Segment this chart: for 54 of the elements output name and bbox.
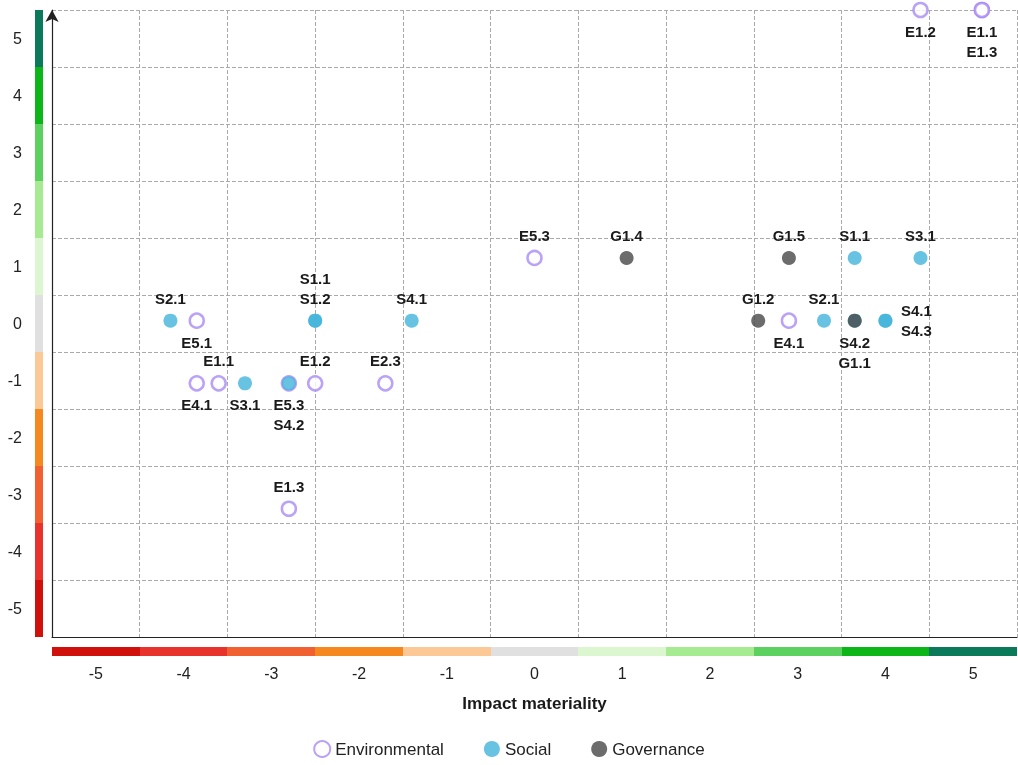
- legend-label: Environmental: [335, 739, 444, 759]
- data-label: S1.2: [299, 289, 331, 307]
- data-label: E4.1: [773, 333, 805, 351]
- x-tick-label: -5: [88, 664, 104, 682]
- y-tick-label: -3: [7, 486, 23, 503]
- data-label: S1.1: [299, 269, 331, 287]
- x-axis-title: Impact materiality: [462, 694, 608, 713]
- y-tick-label: -5: [7, 600, 23, 617]
- data-label: S2.1: [155, 289, 186, 307]
- data-label: S1.1: [839, 226, 871, 244]
- data-label: E1.1: [966, 23, 998, 40]
- y-tick-label: -1: [7, 372, 23, 389]
- data-label: G1.4: [610, 226, 644, 244]
- data-label: E1.3: [966, 43, 998, 60]
- x-tick-label: -3: [264, 664, 279, 682]
- data-label: G1.1: [838, 353, 871, 371]
- data-label: E5.3: [519, 226, 550, 244]
- y-tick-label: 4: [13, 87, 23, 104]
- data-label: E1.2: [905, 23, 936, 40]
- x-tick-label: 4: [880, 664, 890, 682]
- y-tick-label: -2: [7, 429, 23, 446]
- data-label: E1.2: [299, 352, 331, 370]
- data-label: E5.3: [273, 396, 305, 414]
- y-tick-label: 5: [13, 30, 23, 47]
- data-label: G1.2: [741, 289, 775, 307]
- data-label: G1.5: [772, 226, 806, 244]
- data-label: E4.1: [181, 396, 213, 414]
- x-tick-label: 5: [968, 664, 978, 682]
- data-label: S3.1: [905, 226, 936, 244]
- data-label: E1.3: [273, 477, 305, 495]
- y-tick-label: 1: [13, 258, 23, 275]
- x-tick-label: -1: [439, 664, 454, 682]
- data-label: S4.2: [273, 416, 305, 434]
- data-label: E1.1: [203, 352, 235, 370]
- y-tick-label: 2: [13, 201, 23, 218]
- y-tick-label: 3: [13, 144, 23, 161]
- x-tick-label: 0: [530, 664, 540, 682]
- data-label: S4.2: [839, 333, 871, 351]
- legend-label: Governance: [612, 739, 705, 759]
- data-label: S4.3: [900, 321, 932, 339]
- x-tick-label: 1: [617, 664, 627, 682]
- data-label: S2.1: [808, 289, 840, 307]
- x-tick-label: 2: [705, 664, 715, 682]
- data-label: S3.1: [229, 396, 261, 414]
- y-tick-label: 0: [13, 315, 23, 332]
- data-label: E5.1: [181, 333, 213, 351]
- x-tick-label: 3: [793, 664, 803, 682]
- data-label: S4.1: [900, 301, 932, 319]
- data-label: S4.1: [396, 289, 428, 307]
- x-tick-label: -2: [351, 664, 367, 682]
- data-label: E2.3: [369, 352, 401, 370]
- x-tick-label: -4: [176, 664, 191, 682]
- y-tick-label: -4: [7, 543, 23, 560]
- legend-label: Social: [504, 739, 552, 759]
